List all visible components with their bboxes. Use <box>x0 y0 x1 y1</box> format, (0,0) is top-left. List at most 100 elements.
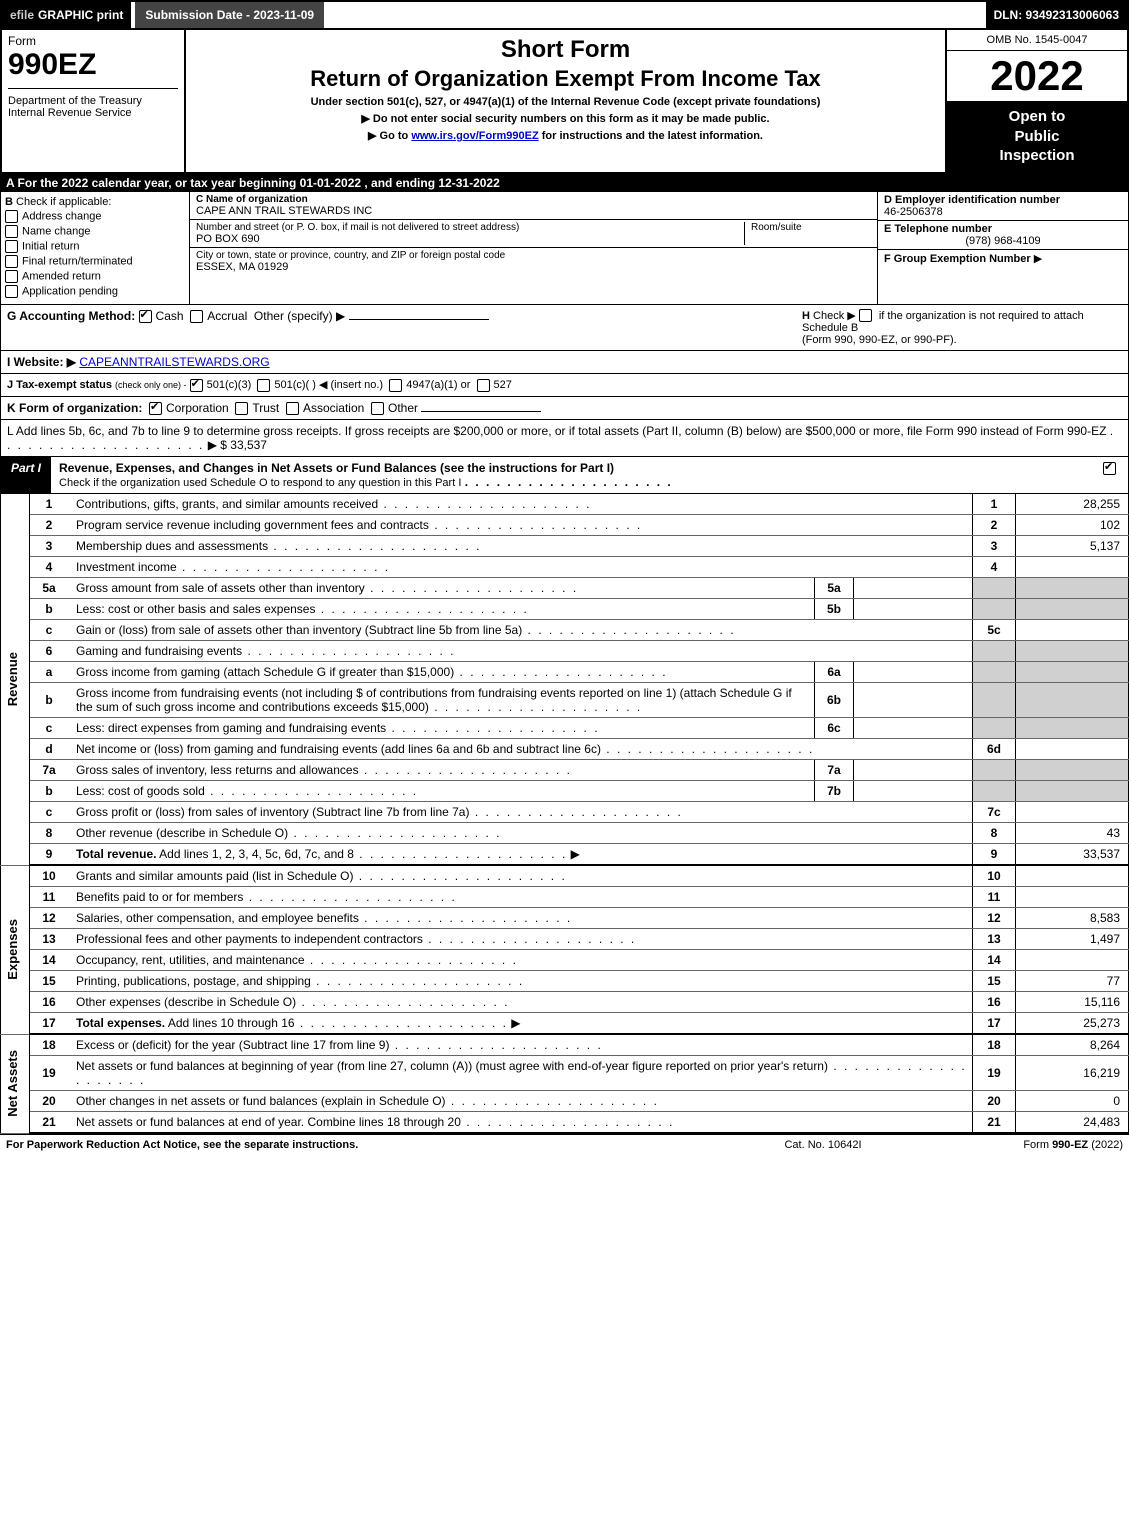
l-amount: ▶ $ 33,537 <box>208 438 267 452</box>
checkbox-assoc[interactable] <box>286 402 299 415</box>
checkbox-527[interactable] <box>477 379 490 392</box>
row-i: I Website: ▶ CAPEANNTRAILSTEWARDS.ORG <box>0 351 1129 374</box>
form-number: 990EZ <box>8 48 178 82</box>
irs-link[interactable]: www.irs.gov/Form990EZ <box>411 130 538 142</box>
form-label: Form <box>8 34 36 48</box>
arrow-icon: ▶ <box>567 847 580 861</box>
group-arrow-icon: ▶ <box>1034 253 1042 265</box>
h-text3: (Form 990, 990-EZ, or 990-PF). <box>802 334 957 346</box>
sub-line-value <box>854 718 973 739</box>
line-description: Professional fees and other payments to … <box>68 929 973 950</box>
line-number: 11 <box>30 887 69 908</box>
checkbox-final-return[interactable] <box>5 255 18 268</box>
inspection-notice: Open to Public Inspection <box>947 101 1127 172</box>
line-description: Other changes in net assets or fund bala… <box>68 1091 973 1112</box>
checkbox-trust[interactable] <box>235 402 248 415</box>
efile-text: GRAPHIC print <box>38 8 123 22</box>
expenses-table: Expenses10Grants and similar amounts pai… <box>0 866 1129 1035</box>
right-line-number: 10 <box>973 866 1016 887</box>
b-item-0: Address change <box>22 210 102 222</box>
line-description: Benefits paid to or for members <box>68 887 973 908</box>
section-bcdef: B Check if applicable: Address change Na… <box>0 192 1129 305</box>
line-number: 4 <box>30 557 69 578</box>
header-left: Form 990EZ Department of the Treasury In… <box>2 30 186 172</box>
efile-label[interactable]: efile GRAPHIC print <box>2 2 131 28</box>
right-line-number: 7c <box>973 802 1016 823</box>
line-number: 10 <box>30 866 69 887</box>
right-line-number: 1 <box>973 494 1016 515</box>
right-line-value <box>1016 599 1129 620</box>
line-number: 15 <box>30 971 69 992</box>
k-label: K Form of organization: <box>7 401 142 415</box>
checkbox-initial-return[interactable] <box>5 240 18 253</box>
checkbox-name-change[interactable] <box>5 225 18 238</box>
table-row: 3Membership dues and assessments35,137 <box>1 536 1129 557</box>
group-label: F Group Exemption Number <box>884 253 1031 265</box>
right-line-value <box>1016 620 1129 641</box>
line-description: Printing, publications, postage, and shi… <box>68 971 973 992</box>
table-row: 16Other expenses (describe in Schedule O… <box>1 992 1129 1013</box>
line-description: Investment income <box>68 557 973 578</box>
line-number: 21 <box>30 1112 69 1134</box>
k-opt4: Other <box>388 401 418 415</box>
sub-line-value <box>854 578 973 599</box>
table-row: cLess: direct expenses from gaming and f… <box>1 718 1129 739</box>
checkbox-501c3[interactable] <box>190 379 203 392</box>
checkbox-corp[interactable] <box>149 402 162 415</box>
g-label: G Accounting Method: <box>7 309 135 323</box>
right-line-number <box>973 662 1016 683</box>
org-street: PO BOX 690 <box>196 233 744 245</box>
sub-line-value <box>854 683 973 718</box>
right-line-value: 15,116 <box>1016 992 1129 1013</box>
sub3-post: for instructions and the latest informat… <box>542 130 763 142</box>
ein-value: 46-2506378 <box>884 206 943 218</box>
right-line-value: 1,497 <box>1016 929 1129 950</box>
checkbox-accrual[interactable] <box>190 310 203 323</box>
right-line-number: 14 <box>973 950 1016 971</box>
header-center: Short Form Return of Organization Exempt… <box>186 30 945 172</box>
checkbox-address-change[interactable] <box>5 210 18 223</box>
table-row: 8Other revenue (describe in Schedule O)8… <box>1 823 1129 844</box>
right-line-value: 77 <box>1016 971 1129 992</box>
right-line-value: 25,273 <box>1016 1013 1129 1035</box>
right-line-number: 12 <box>973 908 1016 929</box>
line-description: Gross income from gaming (attach Schedul… <box>68 662 815 683</box>
checkbox-cash[interactable] <box>139 310 152 323</box>
table-row: 12Salaries, other compensation, and empl… <box>1 908 1129 929</box>
subtitle-1: Under section 501(c), 527, or 4947(a)(1)… <box>190 96 941 108</box>
line-description: Gain or (loss) from sale of assets other… <box>68 620 973 641</box>
right-line-value: 5,137 <box>1016 536 1129 557</box>
line-number: 18 <box>30 1035 69 1056</box>
checkbox-application-pending[interactable] <box>5 285 18 298</box>
checkbox-501c[interactable] <box>257 379 270 392</box>
right-line-number: 4 <box>973 557 1016 578</box>
checkbox-h[interactable] <box>859 309 872 322</box>
insp-2: Public <box>951 127 1123 147</box>
table-row: 17Total expenses. Add lines 10 through 1… <box>1 1013 1129 1035</box>
col-d: D Employer identification number 46-2506… <box>877 192 1128 304</box>
right-line-value: 33,537 <box>1016 844 1129 866</box>
h-text1: Check ▶ <box>813 310 856 322</box>
right-line-value: 24,483 <box>1016 1112 1129 1134</box>
c-room-label: Room/suite <box>751 222 871 233</box>
top-bar: efile GRAPHIC print Submission Date - 20… <box>0 0 1129 30</box>
j-label: J Tax-exempt status <box>7 379 112 391</box>
vertical-section-label: Expenses <box>1 866 30 1034</box>
checkbox-amended-return[interactable] <box>5 270 18 283</box>
checkbox-schedule-o[interactable] <box>1103 462 1116 475</box>
right-line-value <box>1016 887 1129 908</box>
right-line-number <box>973 578 1016 599</box>
table-row: bLess: cost or other basis and sales exp… <box>1 599 1129 620</box>
line-description: Contributions, gifts, grants, and simila… <box>68 494 973 515</box>
checkbox-4947[interactable] <box>389 379 402 392</box>
line-number: b <box>30 781 69 802</box>
part-i-title: Revenue, Expenses, and Changes in Net As… <box>51 457 1095 493</box>
line-description: Less: cost or other basis and sales expe… <box>68 599 815 620</box>
footer: For Paperwork Reduction Act Notice, see … <box>0 1134 1129 1155</box>
header-right: OMB No. 1545-0047 2022 Open to Public In… <box>945 30 1127 172</box>
checkbox-other-org[interactable] <box>371 402 384 415</box>
table-row: 13Professional fees and other payments t… <box>1 929 1129 950</box>
website-link[interactable]: CAPEANNTRAILSTEWARDS.ORG <box>79 355 269 369</box>
sub-line-number: 6c <box>815 718 854 739</box>
right-line-number: 2 <box>973 515 1016 536</box>
